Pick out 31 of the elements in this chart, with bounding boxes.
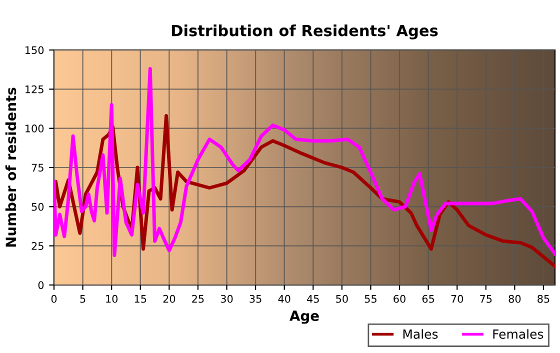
y-tick-label: 50 (32, 202, 44, 211)
y-tick-label: 150 (26, 46, 44, 54)
x-tick-label: 65 (422, 294, 434, 303)
x-tick-label: 5 (80, 295, 86, 303)
y-tick-label: 25 (32, 242, 44, 250)
y-axis-title: Number of residents (5, 88, 16, 247)
x-tick-label: 30 (220, 294, 233, 303)
x-tick-label: 20 (163, 294, 176, 303)
x-tick-label: 25 (192, 294, 204, 303)
x-tick-label: 35 (250, 294, 262, 303)
y-tick-label: 125 (26, 85, 44, 94)
x-tick-label: 75 (480, 295, 492, 303)
x-tick-label: 60 (394, 294, 406, 303)
x-tick-label: 0 (51, 294, 57, 303)
x-tick-label: 45 (307, 295, 319, 303)
x-axis-title: Age (290, 310, 319, 324)
x-tick-label: 40 (278, 294, 290, 303)
line-series (54, 67, 555, 257)
chart-title: Distribution of Residents' Ages (172, 24, 438, 40)
x-tick-label: 15 (134, 295, 146, 303)
y-tick-label: 100 (26, 124, 44, 132)
x-tick-label: 85 (538, 294, 550, 303)
x-tick-label: 50 (336, 294, 348, 303)
y-tick-label: 0 (38, 281, 44, 290)
x-tick-label: 55 (364, 295, 376, 303)
y-tick-label: 75 (32, 164, 44, 172)
x-tick-label: 10 (106, 294, 118, 303)
x-tick-label: 70 (451, 294, 464, 303)
legend-label: Females (493, 329, 544, 339)
x-tick-label: 80 (508, 294, 521, 303)
legend-label: Males (403, 329, 438, 339)
